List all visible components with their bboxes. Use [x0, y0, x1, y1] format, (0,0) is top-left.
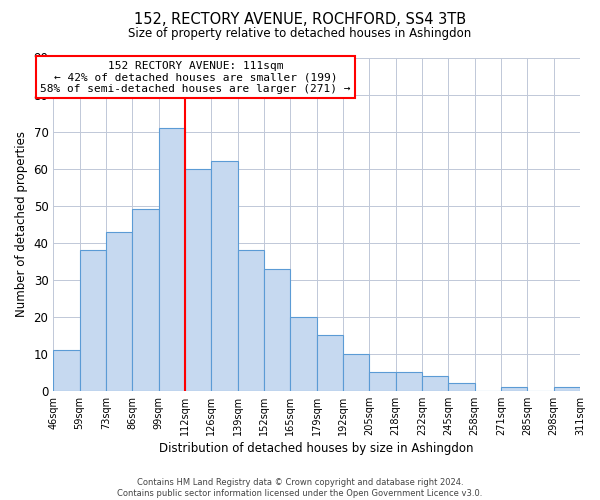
Bar [211, 161, 238, 391]
Bar [554, 387, 580, 391]
Bar [132, 210, 158, 391]
Bar [80, 250, 106, 391]
Bar [290, 316, 317, 391]
Text: Contains HM Land Registry data © Crown copyright and database right 2024.
Contai: Contains HM Land Registry data © Crown c… [118, 478, 482, 498]
Bar [343, 354, 370, 391]
Bar [370, 372, 395, 391]
Bar [264, 268, 290, 391]
X-axis label: Distribution of detached houses by size in Ashingdon: Distribution of detached houses by size … [160, 442, 474, 455]
Bar [158, 128, 185, 391]
Bar [422, 376, 448, 391]
Text: 152 RECTORY AVENUE: 111sqm
← 42% of detached houses are smaller (199)
58% of sem: 152 RECTORY AVENUE: 111sqm ← 42% of deta… [40, 61, 351, 94]
Text: 152, RECTORY AVENUE, ROCHFORD, SS4 3TB: 152, RECTORY AVENUE, ROCHFORD, SS4 3TB [134, 12, 466, 28]
Bar [53, 350, 80, 391]
Bar [395, 372, 422, 391]
Bar [501, 387, 527, 391]
Text: Size of property relative to detached houses in Ashingdon: Size of property relative to detached ho… [128, 28, 472, 40]
Bar [448, 384, 475, 391]
Bar [317, 336, 343, 391]
Y-axis label: Number of detached properties: Number of detached properties [15, 131, 28, 317]
Bar [185, 168, 211, 391]
Bar [238, 250, 264, 391]
Bar [106, 232, 132, 391]
